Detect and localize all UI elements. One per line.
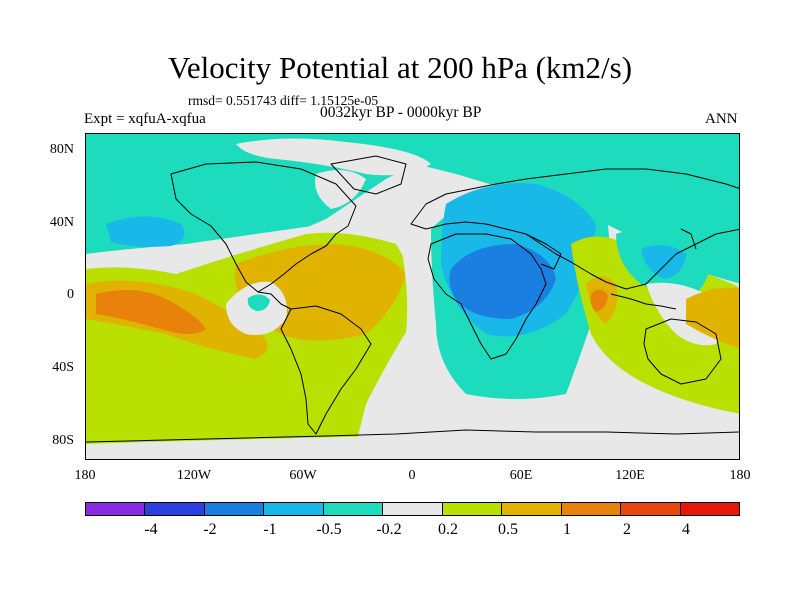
figure-title: Velocity Potential at 200 hPa (km2/s) <box>167 50 633 85</box>
colorbar-label-m05: -0.5 <box>316 521 342 538</box>
north-america-coast <box>170 161 357 293</box>
field-antarctic-neutral <box>86 430 739 459</box>
lon-label-180e: 180 <box>729 468 751 483</box>
south-america-coast <box>280 305 372 435</box>
field-north-pacific-negative-light <box>106 216 185 247</box>
field-west-pacific-negative-light <box>641 245 686 279</box>
field-arctic-neutral <box>236 138 431 176</box>
colorbar-swatch <box>502 503 562 515</box>
colorbar-swatch <box>621 503 681 515</box>
indonesia-coast <box>610 293 677 310</box>
antarctica-coast <box>86 429 739 443</box>
arabia-coast <box>525 233 562 270</box>
colorbar-label-m2: -2 <box>203 521 217 538</box>
lat-label-80n: 80N <box>49 142 74 157</box>
colorbar-swatch <box>561 503 622 515</box>
field-indonesia-positive-mid <box>590 289 608 312</box>
australia-coast <box>643 318 722 385</box>
lon-label-120w: 120W <box>176 468 212 483</box>
lat-label-0: 0 <box>67 287 74 302</box>
lat-label-40n: 40N <box>49 215 74 230</box>
colorbar-swatch <box>86 503 146 515</box>
japan-coast <box>680 228 697 250</box>
colorbar-label-1: 1 <box>563 521 571 538</box>
colorbar-swatch <box>680 503 739 515</box>
field-eastern-pacific-negative <box>247 294 270 311</box>
period-label: 0032kyr BP - 0000kyr BP <box>320 104 482 121</box>
colorbar-swatch <box>323 503 384 515</box>
greenland-coast <box>330 155 407 195</box>
field-north-negative-band <box>86 134 739 284</box>
stats-line: rmsd= 0.551743 diff= 1.15125e-05 <box>188 93 379 108</box>
central-america-coast <box>257 291 292 310</box>
map-panel <box>85 133 740 460</box>
colorbar-swatch <box>264 503 324 515</box>
lon-label-0: 0 <box>408 468 416 483</box>
colorbar-swatch <box>204 503 265 515</box>
field-africa-negative-mid <box>449 244 556 319</box>
colorbar-swatch <box>383 503 443 515</box>
lat-label-40s: 40S <box>52 360 74 375</box>
africa-coast <box>427 233 547 360</box>
colorbar-label-2: 2 <box>623 521 631 538</box>
colorbar-label-m1: -1 <box>263 521 277 538</box>
lat-label-80s: 80S <box>52 433 74 448</box>
colorbar-label-05: 0.5 <box>498 521 518 538</box>
colorbar-label-m02: -0.2 <box>376 521 402 538</box>
experiment-label: Expt = xqfuA-xqfua <box>84 111 206 127</box>
colorbar-swatch <box>145 503 205 515</box>
lon-label-60w: 60W <box>289 468 317 483</box>
europe-asia-coast <box>410 168 739 290</box>
season-label: ANN <box>705 111 738 127</box>
colorbar <box>85 502 740 516</box>
colorbar-swatch <box>442 503 503 515</box>
field-pacific-positive-mid <box>96 290 206 334</box>
lon-label-180w: 180 <box>74 468 96 483</box>
lon-label-60e: 60E <box>509 468 533 483</box>
colorbar-label-02: 0.2 <box>438 521 458 538</box>
field-dateline-positive-light <box>686 287 739 349</box>
colorbar-label-m4: -4 <box>144 521 158 538</box>
colorbar-label-4: 4 <box>682 521 690 538</box>
coastlines <box>86 155 739 443</box>
velocity-potential-map <box>86 134 739 459</box>
lon-label-120e: 120E <box>615 468 645 483</box>
